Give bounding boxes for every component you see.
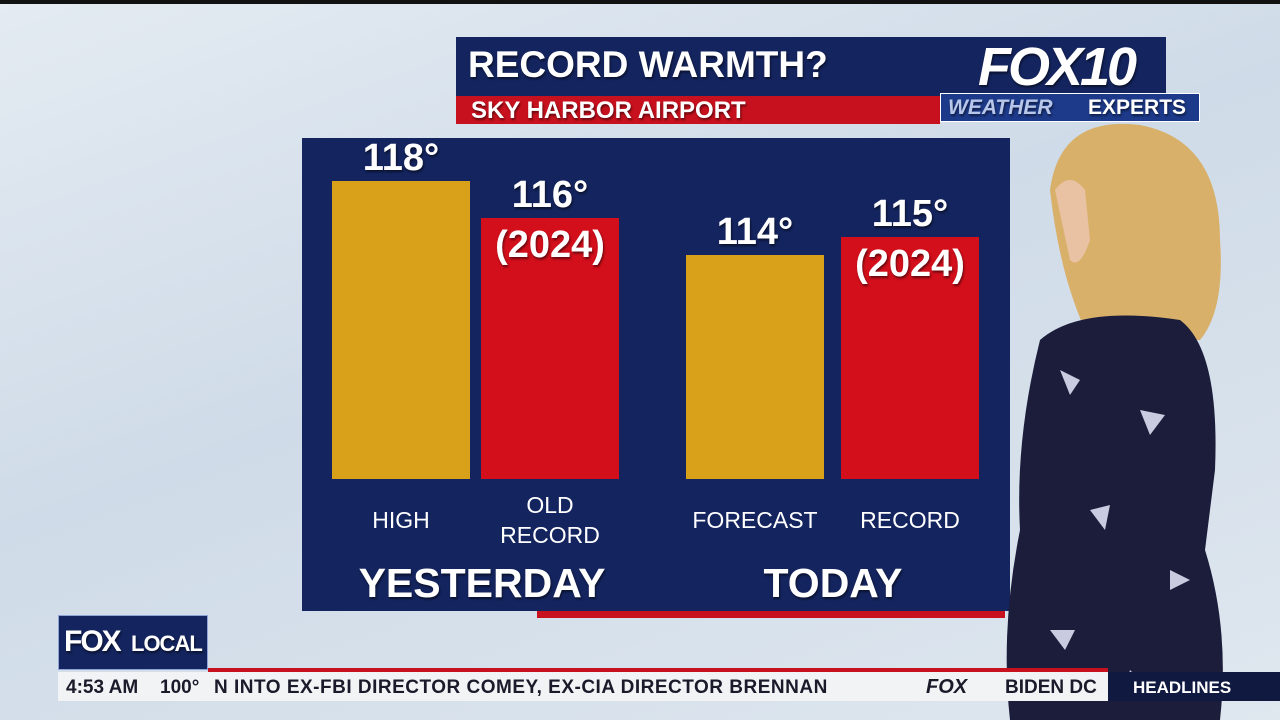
year-label: (2024): [495, 223, 605, 266]
value-label: 118°: [362, 136, 440, 179]
local-logo: FOX: [64, 625, 122, 658]
section-box: [1108, 672, 1280, 701]
value-label: 115°: [871, 192, 949, 235]
value-label: 116°: [511, 173, 589, 216]
category-label: RECORD: [860, 507, 960, 533]
top-edge: [0, 0, 1280, 4]
group-label: YESTERDAY: [358, 560, 606, 606]
group-label: TODAY: [763, 560, 903, 606]
bar: [686, 255, 824, 479]
ticker-accent: [208, 668, 1108, 672]
segment-label: WEATHER: [948, 96, 1053, 119]
value-label: 114°: [716, 211, 794, 254]
presenter: [1006, 123, 1223, 720]
local-logo: LOCAL: [131, 631, 203, 656]
ticker-bar: [58, 672, 1108, 701]
panel-accent: [537, 608, 1005, 618]
category-label: OLD RECORD: [500, 492, 600, 548]
bar: [332, 180, 470, 479]
segment-label: EXPERTS: [1088, 96, 1187, 119]
category-label: HIGH: [372, 507, 430, 533]
local-box: [58, 615, 208, 670]
bar: [481, 217, 619, 479]
chart-title: RECORD WARMTH?: [468, 44, 828, 85]
subtitle-strip: [456, 96, 940, 124]
segment-box: [940, 93, 1200, 122]
category-label: FORECAST: [692, 507, 818, 533]
ticker-temp: 100°: [160, 677, 200, 698]
ticker-network: FOX: [926, 676, 968, 698]
ticker-text: N INTO EX-FBI DIRECTOR COMEY, EX-CIA DIR…: [214, 677, 828, 698]
dress: [1006, 315, 1223, 720]
bar: [841, 236, 979, 479]
face: [1055, 180, 1090, 263]
title-banner: [456, 37, 1166, 96]
hair: [1050, 123, 1221, 340]
ticker-time: 4:53 AM: [66, 677, 139, 698]
chart-subtitle: SKY HARBOR AIRPORT: [471, 97, 746, 124]
ticker-section: HEADLINES: [1133, 678, 1232, 697]
station-logo: FOX10: [978, 37, 1137, 97]
ticker-next: BIDEN DC: [1005, 677, 1097, 698]
year-label: (2024): [855, 242, 965, 285]
